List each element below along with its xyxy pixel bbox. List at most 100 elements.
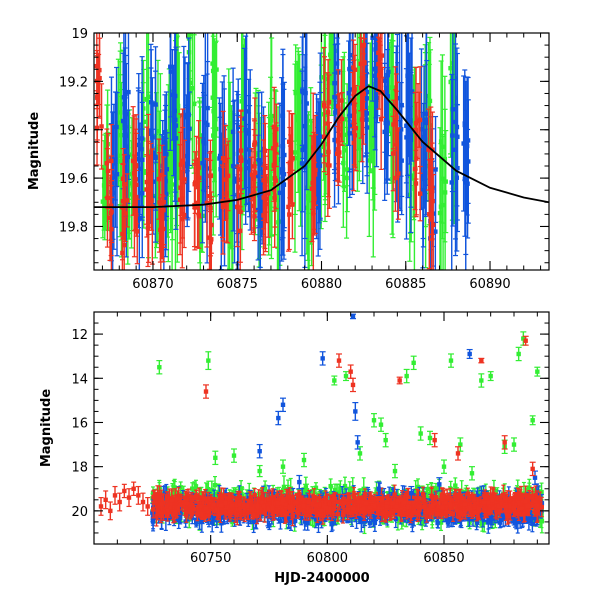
top-r_band-point-8-0 — [204, 158, 210, 248]
top-r_band-point-2-8 — [120, 163, 126, 240]
top-r_band-point-2-7 — [122, 184, 128, 243]
top-b_band-point-5-8 — [173, 49, 179, 202]
bottom-b_band-baseline-point-333 — [371, 513, 376, 528]
bottom-r_band-outlier-point-1 — [336, 353, 342, 368]
bottom-y-axis-label: Magnitude — [39, 389, 54, 468]
top-r_band-point-5-8 — [161, 156, 167, 249]
top-b_band-point-15-6 — [332, 72, 338, 208]
top-x-tick-label: 60885 — [385, 277, 426, 292]
bottom-b_band-baseline-point-347 — [367, 518, 373, 528]
top-b_band-point-16-8 — [346, 40, 352, 146]
bottom-r-early-point-3 — [112, 485, 118, 505]
top-r_band-point-3-8 — [134, 198, 140, 265]
top-g_band-point-16-7 — [308, 87, 314, 245]
bottom-r-early-point-6 — [126, 488, 132, 508]
top-r_band-point-22-8 — [413, 149, 419, 218]
bottom-g_band-outlier-point-10 — [371, 413, 377, 428]
top-y-axis-label: Magnitude — [27, 112, 42, 191]
bottom-panel: 60750 60800 60850 12 14 16 18 20 Magnitude HJD-… — [39, 311, 550, 586]
bottom-g_band-outlier-point-2 — [212, 450, 219, 466]
top-r_band-point-21-6 — [394, 90, 400, 145]
top-r_band-point-1-8 — [108, 124, 114, 198]
top-b_band-point-10-7 — [242, 47, 248, 190]
top-r_band-point-8-8 — [207, 205, 213, 270]
top-x-tick-label: 60890 — [469, 277, 510, 292]
top-g_band-point-25-8 — [442, 75, 448, 243]
bottom-b_band-outlier-point-4 — [319, 351, 326, 366]
top-r_band-point-2-5 — [124, 173, 130, 228]
top-y-tick-label: 19 — [71, 27, 88, 42]
bottom-b_band-outlier-point-1 — [275, 410, 282, 426]
top-g_band-point-15-8 — [292, 89, 298, 216]
bottom-g_band-outlier-point-19 — [448, 353, 454, 368]
bottom-x-tick-label: 60850 — [423, 551, 464, 566]
bottom-b_band-baseline-point-487 — [267, 520, 272, 531]
bottom-r-early-point-9 — [140, 492, 146, 512]
bottom-r-early-point-0 — [98, 497, 104, 516]
bottom-r-early-point-7 — [131, 481, 137, 496]
top-b_band-point-14-6 — [316, 101, 322, 224]
top-g_band-point-20-3 — [354, 33, 360, 192]
top-r_band-point-6-8 — [180, 108, 186, 214]
top-r_band-point-9-4 — [225, 140, 231, 212]
bottom-y-tick-label: 20 — [71, 505, 88, 520]
top-r_band-point-12-4 — [265, 148, 271, 238]
top-b_band-point-24-8 — [452, 33, 458, 240]
top-r_band-point-19-8 — [361, 33, 367, 75]
top-b_band-point-25-8 — [462, 121, 468, 237]
top-r_band-point-9-3 — [223, 124, 229, 197]
top-b_band-point-7-5 — [199, 82, 205, 244]
bottom-b_band-outlier-point-0 — [256, 443, 263, 459]
bottom-plot-area — [98, 313, 545, 535]
top-r_band-point-14-8 — [286, 179, 292, 251]
bottom-y-tick-label: 12 — [71, 328, 88, 343]
top-r_band-point-1-3 — [104, 128, 110, 199]
top-r_band-point-7-8 — [192, 159, 198, 209]
bottom-g_band-outlier-point-15 — [410, 355, 417, 371]
bottom-r-early-point-1 — [103, 490, 109, 510]
bottom-g_band-outlier-point-21 — [469, 466, 475, 481]
top-b_band-point-3-6 — [153, 105, 159, 211]
bottom-r_band-baseline-point-537 — [337, 493, 342, 511]
top-plot-area — [94, 33, 549, 270]
top-y-tick-label: 19.2 — [59, 75, 88, 90]
bottom-r-early-point-8 — [135, 485, 141, 505]
top-g_band-point-25-5 — [439, 54, 445, 240]
bottom-x-tick-label: 60750 — [190, 551, 231, 566]
top-y-tick-label: 19.8 — [59, 220, 88, 235]
top-y-tick-label: 19.6 — [59, 172, 88, 187]
bottom-r-early-point-10 — [145, 497, 151, 516]
bottom-g_band-outlier-point-18 — [441, 459, 447, 474]
bottom-x-axis-label: HJD-2400000 — [274, 571, 369, 586]
model-light-curve — [94, 85, 549, 209]
top-b_band-point-21-8 — [403, 68, 409, 184]
top-b_band-point-5-6 — [167, 33, 173, 152]
top-r_band-point-0-8 — [96, 33, 102, 117]
top-r_band-point-15-8 — [309, 135, 315, 243]
top-r_band-point-4-7 — [147, 154, 153, 229]
bottom-g_band-outlier-point-28 — [529, 415, 536, 426]
bottom-b_band-outlier-point-6 — [352, 401, 359, 421]
bottom-y-tick-label: 18 — [71, 461, 88, 476]
top-b_band-point-2-8 — [139, 128, 145, 259]
top-b_band-point-13-6 — [299, 70, 305, 257]
top-r_band-point-15-6 — [311, 161, 317, 236]
top-r_band-point-12-8 — [262, 163, 268, 250]
bottom-g_band-outlier-point-0 — [156, 360, 163, 375]
bottom-axis-ticks: 60750 60800 60850 12 14 16 18 20 — [71, 311, 549, 566]
bottom-g_band-outlier-point-8 — [343, 371, 349, 382]
bottom-g_band-outlier-point-5 — [280, 459, 286, 474]
top-r_band-point-18-8 — [351, 59, 357, 125]
top-b_band-point-6-8 — [186, 37, 192, 193]
top-r_band-point-11-7 — [249, 148, 255, 202]
top-r_band-point-23-8 — [426, 159, 432, 270]
top-r_band-point-7-7 — [196, 120, 202, 216]
bottom-r_band-outlier-point-0 — [203, 384, 209, 399]
top-b_band-point-14-5 — [317, 81, 323, 250]
bottom-g_band-outlier-point-1 — [205, 351, 212, 371]
bottom-g_band-outlier-point-11 — [378, 417, 384, 432]
bottom-b_band-outlier-point-2 — [280, 397, 286, 413]
bottom-g_band-outlier-point-16 — [417, 426, 424, 441]
top-g_band-point-21-8 — [369, 33, 375, 164]
